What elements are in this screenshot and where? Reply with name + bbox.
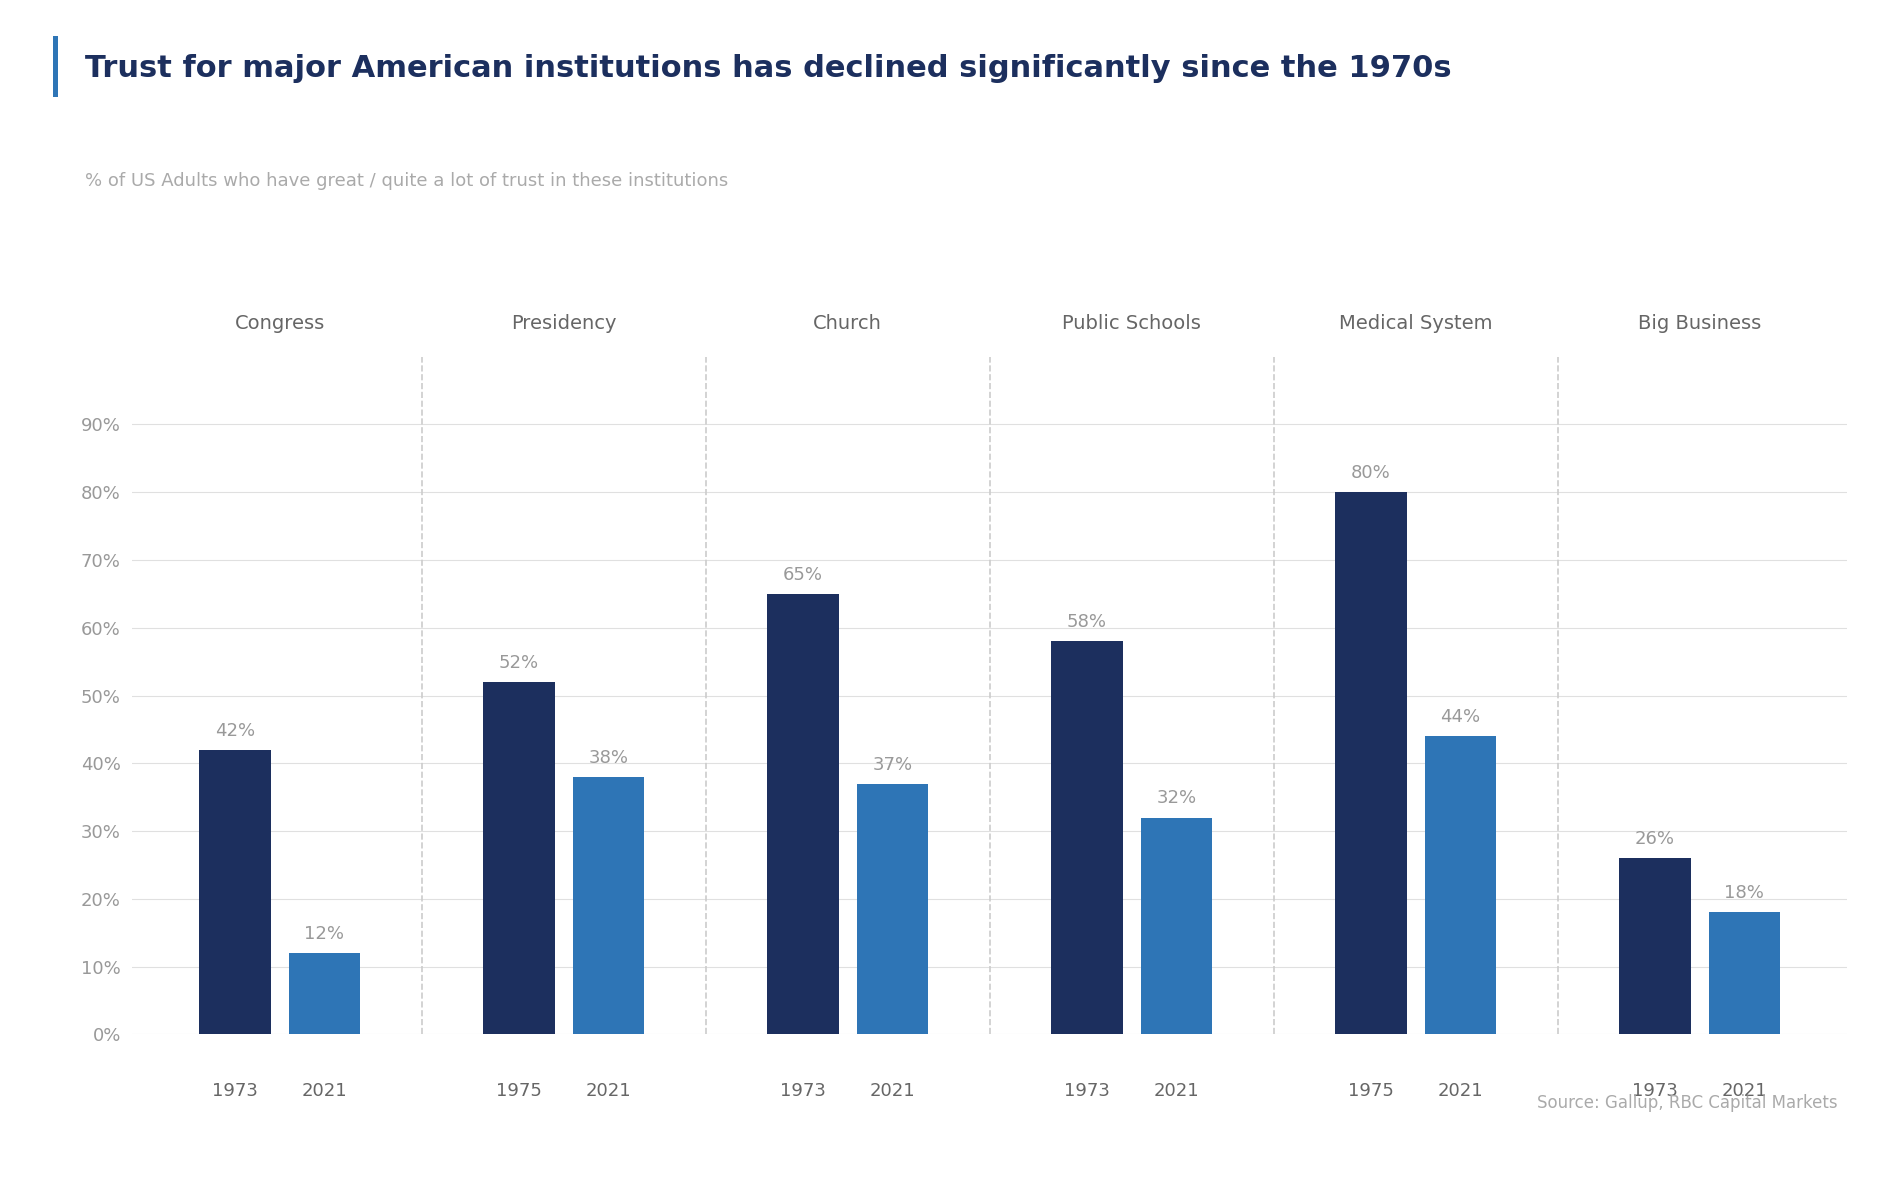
Text: 2021: 2021 [1154, 1082, 1199, 1100]
Text: 65%: 65% [782, 566, 824, 584]
Text: Church: Church [812, 314, 882, 333]
Text: Public Schools: Public Schools [1063, 314, 1201, 333]
Text: Presidency: Presidency [511, 314, 616, 333]
Bar [573, 776, 645, 1034]
Text: 1973: 1973 [1632, 1082, 1678, 1100]
Text: 1973: 1973 [780, 1082, 826, 1100]
Text: 26%: 26% [1634, 830, 1676, 848]
Text: 2021: 2021 [1438, 1082, 1483, 1100]
Text: 42%: 42% [215, 722, 254, 740]
Text: 32%: 32% [1156, 789, 1197, 807]
Text: Trust for major American institutions has declined significantly since the 1970s: Trust for major American institutions ha… [85, 54, 1451, 82]
Text: 38%: 38% [588, 749, 628, 767]
Text: 1975: 1975 [496, 1082, 541, 1100]
Text: 12%: 12% [303, 925, 345, 943]
Text: Source: Gallup, RBC Capital Markets: Source: Gallup, RBC Capital Markets [1538, 1094, 1838, 1112]
Text: 2021: 2021 [869, 1082, 914, 1100]
Text: Medical System: Medical System [1338, 314, 1493, 333]
Bar [856, 784, 927, 1034]
Text: 37%: 37% [873, 755, 912, 774]
Text: 80%: 80% [1352, 464, 1391, 482]
Text: 44%: 44% [1440, 709, 1480, 726]
Bar [1052, 641, 1123, 1034]
Bar [767, 593, 839, 1034]
Bar [1425, 736, 1497, 1034]
Bar [1140, 818, 1212, 1034]
Text: 2021: 2021 [302, 1082, 347, 1100]
Text: Big Business: Big Business [1638, 314, 1761, 333]
Text: 2021: 2021 [586, 1082, 631, 1100]
Text: 2021: 2021 [1721, 1082, 1768, 1100]
Text: 1973: 1973 [211, 1082, 258, 1100]
Text: 58%: 58% [1067, 614, 1106, 631]
Bar [1335, 492, 1406, 1034]
Text: Congress: Congress [234, 314, 324, 333]
Bar [483, 682, 554, 1034]
Text: 18%: 18% [1725, 885, 1764, 902]
Bar [288, 954, 360, 1034]
Text: % of US Adults who have great / quite a lot of trust in these institutions: % of US Adults who have great / quite a … [85, 172, 728, 190]
Bar [1708, 912, 1779, 1034]
Text: 1973: 1973 [1063, 1082, 1110, 1100]
Text: 1975: 1975 [1348, 1082, 1393, 1100]
Bar [1619, 858, 1691, 1034]
Text: 52%: 52% [500, 654, 539, 672]
Bar [200, 750, 271, 1034]
